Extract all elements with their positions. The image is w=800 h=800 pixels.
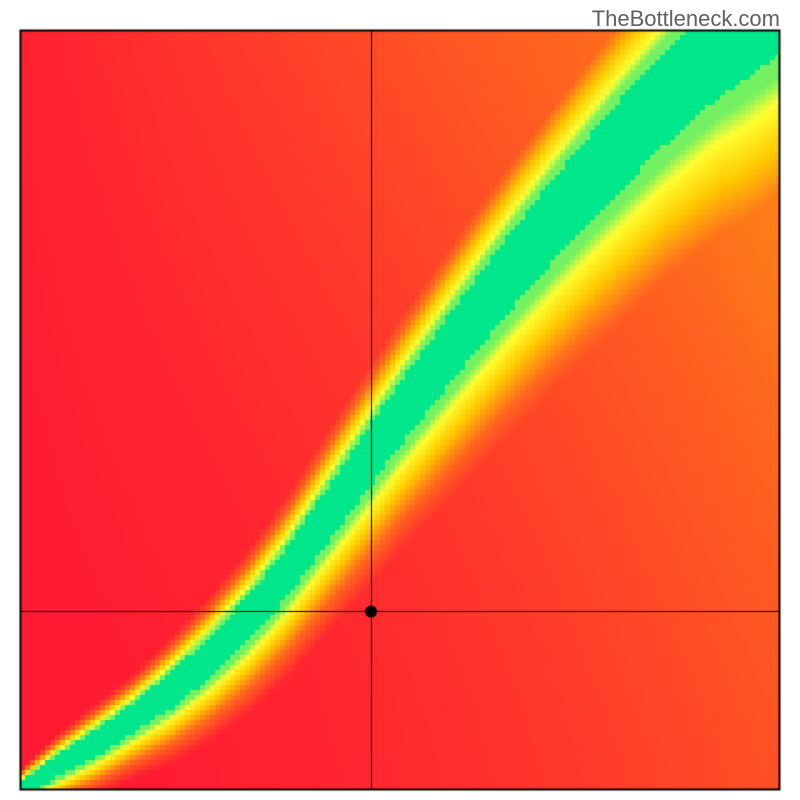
watermark-text: TheBottleneck.com xyxy=(592,6,780,32)
chart-container: TheBottleneck.com xyxy=(0,0,800,800)
heatmap-canvas xyxy=(0,0,800,800)
